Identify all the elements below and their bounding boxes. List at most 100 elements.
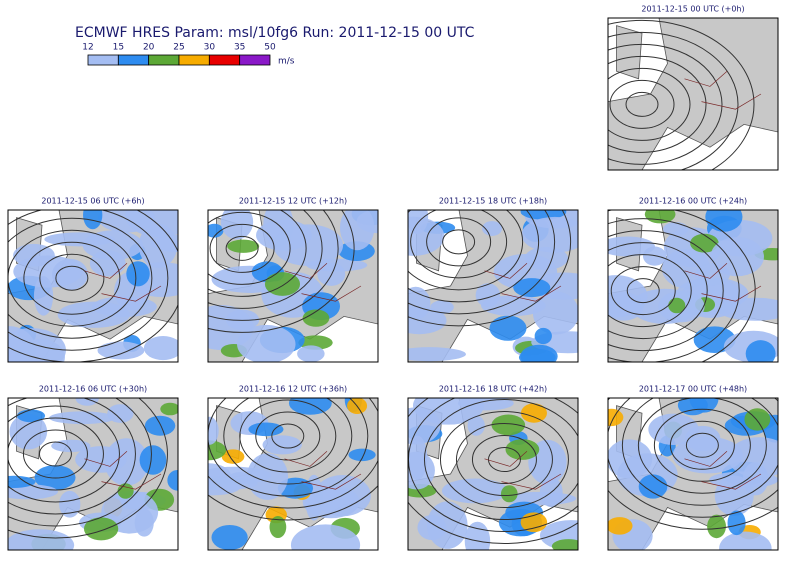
legend-tick: 30: [204, 43, 216, 53]
panel-label: 2011-12-16 18 UTC (+42h): [439, 385, 547, 394]
legend-tick: 20: [143, 43, 155, 53]
legend-swatch: [178, 54, 210, 66]
wind-area: [208, 223, 224, 238]
legend-tick: 15: [113, 43, 124, 53]
wind-area: [59, 490, 81, 518]
panel-frame: [607, 397, 779, 551]
isobar: [426, 217, 492, 267]
isobar: [471, 435, 537, 485]
panel-frame: [7, 397, 179, 551]
wind-area: [719, 531, 772, 550]
map: [8, 398, 178, 550]
isobar: [8, 210, 169, 351]
isobar: [608, 31, 739, 170]
isobar: [408, 210, 540, 303]
panel-frame: [607, 17, 779, 171]
wind-area: [227, 239, 260, 253]
wind-area: [208, 416, 219, 445]
wind-area: [237, 324, 296, 362]
isobar: [208, 211, 291, 285]
isobar: [621, 398, 778, 506]
wind-area: [705, 210, 743, 232]
borders: [484, 450, 562, 490]
wind-area: [16, 409, 46, 423]
wind-area: [690, 233, 719, 253]
wind-area: [273, 224, 344, 266]
panel-frame: [607, 209, 779, 363]
isobar: [608, 398, 778, 518]
isobar: [608, 242, 708, 340]
panel-label: 2011-12-17 00 UTC (+48h): [639, 385, 747, 394]
isobar: [39, 253, 105, 303]
map-panel: 2011-12-16 18 UTC (+42h): [407, 385, 579, 551]
wind-area: [648, 413, 699, 446]
isobar: [209, 223, 275, 273]
panel-label: 2011-12-16 00 UTC (+24h): [639, 197, 747, 206]
isobar: [208, 210, 307, 297]
wind-area: [426, 501, 468, 549]
wind-area: [348, 448, 376, 462]
legend-tick: 50: [264, 43, 276, 53]
wind-area: [8, 475, 36, 488]
isobar: [8, 398, 168, 539]
isobar: [208, 210, 339, 321]
legend-tick: 25: [173, 43, 184, 53]
isobar: [455, 423, 553, 497]
isobar: [208, 210, 355, 333]
isobar: [609, 79, 675, 129]
legend-swatch: [208, 54, 241, 66]
isobar: [626, 278, 660, 304]
isobar: [208, 398, 378, 509]
isobar: [608, 230, 724, 352]
wind-area: [534, 327, 552, 345]
isobar: [608, 254, 692, 328]
isobar: [208, 398, 369, 497]
wind-area: [82, 230, 144, 260]
wind-area: [500, 485, 518, 503]
wind-area: [524, 246, 569, 270]
isobar: [608, 55, 707, 153]
isobar: [225, 235, 259, 261]
isobar: [8, 417, 104, 491]
wind-area: [520, 403, 547, 423]
wind-area: [83, 517, 119, 541]
map: [408, 398, 578, 550]
wind-area: [211, 524, 248, 550]
borders: [684, 450, 762, 490]
wind-area: [262, 435, 302, 455]
wind-area: [160, 402, 178, 416]
wind-area: [727, 510, 746, 536]
legend-tick: 35: [234, 43, 245, 53]
wind-area: [9, 413, 48, 450]
isobar: [8, 398, 152, 527]
borders: [284, 450, 362, 490]
map-panel: 2011-12-15 00 UTC (+0h): [607, 5, 779, 171]
borders: [284, 262, 362, 302]
title: ECMWF HRES Param: msl/10fg6 Run: 2011-12…: [75, 25, 475, 41]
map-panel: 2011-12-16 00 UTC (+24h): [607, 197, 779, 363]
map: [608, 398, 778, 550]
isobar: [208, 485, 378, 521]
wind-area: [167, 469, 178, 491]
map-panel: 2011-12-15 06 UTC (+6h): [7, 197, 179, 363]
wind-area: [608, 517, 633, 535]
legend-swatch: [87, 54, 119, 66]
wind-area: [608, 236, 655, 257]
land: [616, 25, 643, 80]
wind-area: [532, 291, 578, 335]
wind-area: [143, 336, 178, 361]
map: [208, 210, 378, 362]
legend-tick: 12: [82, 43, 93, 53]
isobar: [487, 447, 521, 473]
wind-area: [248, 422, 284, 437]
wind-area: [8, 484, 58, 500]
isobar: [408, 398, 578, 545]
wind-area: [513, 278, 551, 298]
wind-area: [13, 255, 83, 288]
map-panel: 2011-12-15 12 UTC (+12h): [207, 197, 379, 363]
wind-area: [208, 440, 227, 461]
legend-swatch: [148, 54, 180, 66]
isobar: [38, 441, 72, 467]
isobar: [410, 210, 508, 279]
wind-area: [408, 435, 428, 480]
